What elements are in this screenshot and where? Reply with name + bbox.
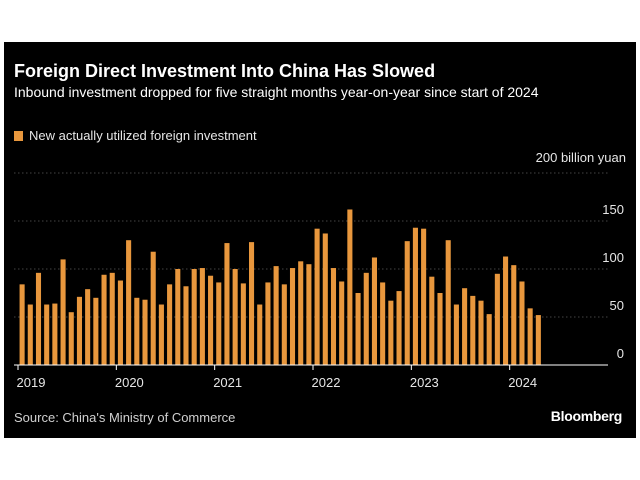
bar-2020-06 xyxy=(158,304,164,365)
bar-2020-05 xyxy=(150,251,156,365)
bar-2023-06 xyxy=(453,304,459,365)
bar-2019-05 xyxy=(52,303,58,365)
x-tick-label: 2022 xyxy=(312,375,341,390)
bar-2019-08 xyxy=(76,296,82,365)
bar-2023-12 xyxy=(503,256,509,365)
legend-swatch xyxy=(14,130,23,141)
bar-2023-05 xyxy=(445,240,451,365)
bar-2024-04 xyxy=(535,315,541,365)
bar-2022-08 xyxy=(371,257,377,365)
bar-2019-09 xyxy=(85,289,91,365)
x-tick-label: 2019 xyxy=(17,375,46,390)
chart-title: Foreign Direct Investment Into China Has… xyxy=(14,61,436,81)
bar-2022-04 xyxy=(339,281,345,365)
bar-2021-07 xyxy=(265,282,271,365)
y-axis-unit-label: 200 billion yuan xyxy=(535,150,626,165)
bar-2024-03 xyxy=(527,308,533,365)
y-tick-label: 0 xyxy=(617,346,624,361)
bar-2021-09 xyxy=(281,284,287,365)
bar-2024-01 xyxy=(511,265,517,365)
bar-2021-12 xyxy=(306,264,312,365)
bar-2020-03 xyxy=(134,297,140,365)
bar-2022-10 xyxy=(388,300,394,365)
y-tick-label: 150 xyxy=(602,202,624,217)
bar-2019-04 xyxy=(44,304,50,365)
bar-2023-10 xyxy=(486,314,492,365)
bar-2022-03 xyxy=(330,268,337,365)
bar-2022-12 xyxy=(404,241,410,365)
legend: New actually utilized foreign investment xyxy=(14,128,257,143)
bar-2020-10 xyxy=(191,269,197,365)
bar-2019-12 xyxy=(109,272,115,365)
bar-2022-02 xyxy=(322,233,328,365)
bar-2023-02 xyxy=(421,228,427,365)
bar-2021-11 xyxy=(298,261,304,365)
chart-card: Foreign Direct Investment Into China Has… xyxy=(4,42,636,438)
bar-2021-03 xyxy=(232,269,238,365)
bar-2022-06 xyxy=(355,293,361,365)
bar-2023-08 xyxy=(470,295,476,365)
bar-2023-09 xyxy=(478,300,484,365)
bar-2019-03 xyxy=(35,272,42,365)
bar-2021-02 xyxy=(224,243,230,365)
bar-2020-07 xyxy=(167,284,173,365)
bar-2020-01 xyxy=(117,280,123,365)
x-tick-label: 2024 xyxy=(508,375,537,390)
bar-2024-02 xyxy=(519,281,525,365)
bar-2023-11 xyxy=(494,273,500,365)
bar-2021-04 xyxy=(240,283,246,365)
bar-2023-04 xyxy=(437,293,443,365)
x-tick-label: 2023 xyxy=(410,375,439,390)
bar-2022-05 xyxy=(347,209,353,365)
bar-2020-08 xyxy=(175,269,181,365)
source-note: Source: China's Ministry of Commerce xyxy=(14,410,236,425)
chart-subtitle: Inbound investment dropped for five stra… xyxy=(14,84,539,100)
bar-2020-12 xyxy=(208,275,214,365)
bar-2019-06 xyxy=(60,259,66,365)
bar-2020-11 xyxy=(199,268,205,365)
bar-2019-01 xyxy=(19,284,25,365)
bar-2020-02 xyxy=(126,240,132,365)
bar-chart: 0 50 100 150 2019 2020 2021 2022 2023 2024 xyxy=(14,172,624,390)
bar-2022-07 xyxy=(363,272,369,365)
bar-2022-09 xyxy=(380,282,386,365)
bar-2023-01 xyxy=(412,227,418,365)
bar-2019-02 xyxy=(27,304,33,365)
bloomberg-logo: Bloomberg xyxy=(550,408,623,424)
bar-2021-05 xyxy=(249,242,255,365)
bar-2020-09 xyxy=(183,286,189,365)
bar-2019-07 xyxy=(68,312,74,365)
bar-2023-07 xyxy=(462,288,468,365)
bar-2023-03 xyxy=(429,276,435,365)
bar-2020-04 xyxy=(142,299,148,365)
bar-2022-01 xyxy=(314,228,320,365)
bar-2021-10 xyxy=(289,268,296,365)
x-tick-label: 2021 xyxy=(213,375,242,390)
bar-2019-10 xyxy=(93,297,99,365)
bar-2022-11 xyxy=(396,291,402,365)
y-tick-label: 50 xyxy=(610,298,624,313)
legend-label: New actually utilized foreign investment xyxy=(29,128,257,143)
y-tick-label: 100 xyxy=(602,250,624,265)
bar-2021-01 xyxy=(216,282,222,365)
x-tick-label: 2020 xyxy=(115,375,144,390)
bar-2021-06 xyxy=(257,304,263,365)
bar-2021-08 xyxy=(273,266,279,365)
bar-2019-11 xyxy=(101,274,107,365)
